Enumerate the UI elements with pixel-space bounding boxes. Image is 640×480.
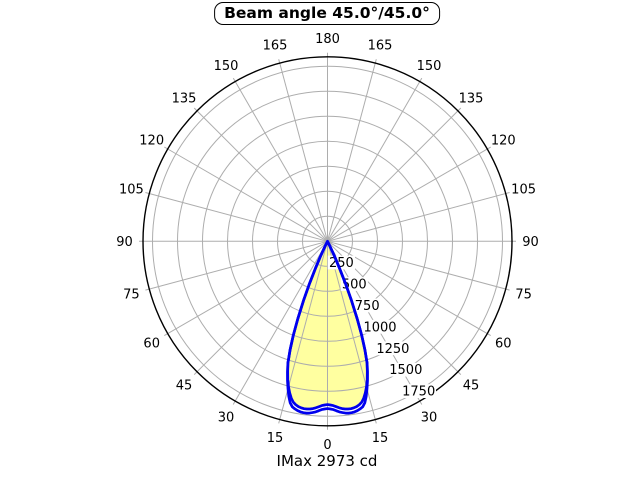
- angle-label: 60: [143, 336, 160, 351]
- angular-gridline: [145, 192, 328, 242]
- angle-labels: 0 15 15 30 30 45 45 60 60 75 75 90 90 105 105 120 120 135…: [116, 32, 539, 453]
- radial-ring: [252, 165, 403, 317]
- angle-label: 75: [515, 287, 532, 302]
- radial-ring: [302, 215, 353, 267]
- angular-gridline: [278, 241, 328, 424]
- angular-gridline: [327, 241, 377, 424]
- angular-gridline: [327, 240, 510, 291]
- angle-label: 90: [522, 235, 539, 250]
- angular-gridline: [327, 77, 423, 242]
- radial-tick-label: 750: [355, 299, 380, 314]
- angle-label: 120: [139, 133, 164, 148]
- radial-tick-label: 1750: [402, 385, 435, 400]
- angular-gridline: [232, 77, 328, 242]
- radial-tick-label: 1000: [363, 320, 396, 335]
- beam-curve-plane-2-inner: [286, 239, 369, 411]
- imax-label: IMax 2973 cd: [276, 452, 378, 470]
- angle-label: 15: [372, 431, 389, 446]
- radial-ring: [177, 90, 478, 392]
- angle-label: 165: [368, 39, 393, 54]
- angle-label: 150: [417, 59, 442, 74]
- radial-ring: [277, 190, 378, 292]
- angle-label: 30: [421, 411, 438, 426]
- angle-label: 45: [176, 378, 193, 393]
- chart-title: Beam angle 45.0°/45.0°: [214, 2, 440, 25]
- angular-gridline: [278, 59, 328, 242]
- radial-tick-label-bg: [353, 298, 381, 313]
- radial-tick-label: 1500: [389, 363, 422, 378]
- radial-tick-label: 250: [329, 256, 354, 271]
- beam-curves: [286, 239, 369, 415]
- radial-tick-label-bg: [362, 319, 398, 334]
- angular-gridline: [193, 240, 328, 375]
- radial-tick-label-bg: [401, 384, 436, 398]
- angular-gridline: [327, 59, 377, 242]
- angle-label: 45: [463, 378, 480, 393]
- radial-ring: [152, 65, 503, 417]
- angle-label: 135: [459, 91, 484, 106]
- angular-gridline: [327, 192, 510, 242]
- angular-gridline: [193, 107, 328, 242]
- radial-tick-label-bg: [375, 341, 411, 356]
- angle-label: 75: [123, 287, 140, 302]
- angular-gridline: [232, 241, 328, 405]
- angle-label: 105: [511, 182, 536, 197]
- angle-label: 0: [323, 438, 331, 453]
- angle-label: 180: [315, 32, 340, 47]
- angular-gridline: [327, 146, 491, 242]
- angle-label: 90: [116, 235, 133, 250]
- angle-label: 15: [267, 431, 284, 446]
- angle-label: 150: [214, 59, 239, 74]
- angular-gridline: [145, 240, 328, 291]
- angular-gridline: [164, 240, 328, 337]
- angular-gridline: [164, 146, 328, 242]
- angle-label: 165: [263, 39, 288, 54]
- angle-label: 135: [172, 91, 197, 106]
- radial-tick-label: 1250: [376, 342, 409, 357]
- angle-label: 30: [218, 411, 235, 426]
- angle-label: 60: [495, 336, 512, 351]
- outer-frame-circle: [142, 56, 513, 427]
- radial-ring: [227, 140, 428, 342]
- angle-label: 120: [491, 133, 516, 148]
- angle-label: 105: [119, 182, 144, 197]
- radial-ring: [202, 115, 453, 367]
- radial-tick-label-bg: [388, 362, 424, 377]
- angular-gridline: [327, 107, 462, 242]
- radial-rings: [152, 65, 503, 417]
